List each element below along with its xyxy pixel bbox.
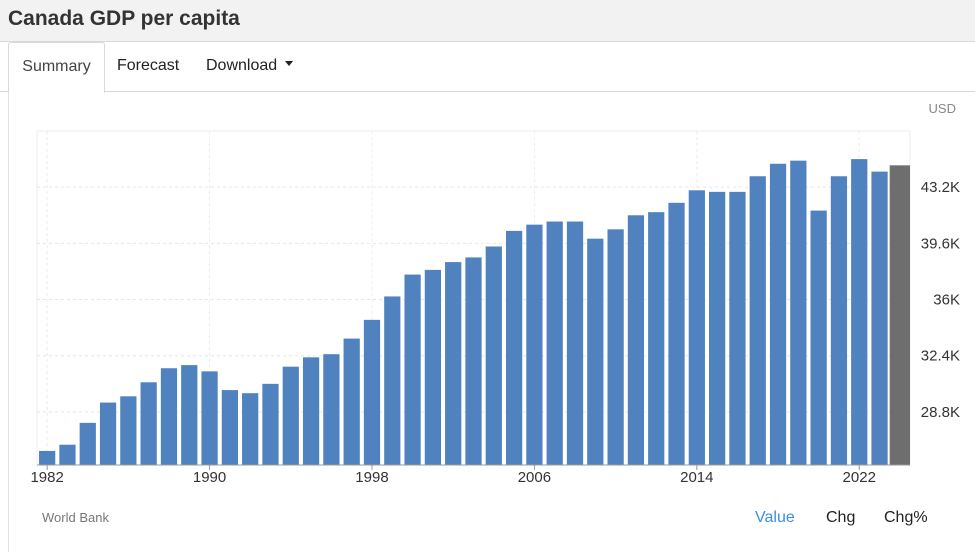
bar-1994[interactable] <box>282 366 299 465</box>
tab-download[interactable]: Download <box>206 42 294 92</box>
bar-2009[interactable] <box>587 238 604 465</box>
unit-label: USD <box>929 101 956 116</box>
chg-percent-option[interactable]: Chg% <box>884 509 928 526</box>
y-tick-label: 36K <box>933 292 960 309</box>
bar-2011[interactable] <box>627 215 645 465</box>
bar-1999[interactable] <box>384 296 401 465</box>
y-tick-label: 32.4K <box>921 348 960 365</box>
tab-bar: Summary Forecast Download <box>0 42 975 93</box>
bar-2004[interactable] <box>485 246 502 465</box>
bar-1992[interactable] <box>242 393 259 465</box>
bar-2007[interactable] <box>546 221 563 465</box>
bar-2000[interactable] <box>404 274 421 465</box>
bar-1984[interactable] <box>79 422 96 465</box>
bar-1995[interactable] <box>302 357 320 465</box>
bar-2003[interactable] <box>465 257 482 465</box>
bar-2010[interactable] <box>607 229 624 465</box>
bar-2006[interactable] <box>526 224 543 465</box>
x-tick-label: 2014 <box>680 469 713 486</box>
bar-2019[interactable] <box>790 160 807 465</box>
bar-2017[interactable] <box>749 176 766 465</box>
tab-forecast-label: Forecast <box>117 57 180 74</box>
value-option[interactable]: Value <box>755 509 795 526</box>
bar-2018[interactable] <box>769 163 787 465</box>
bar-2021[interactable] <box>830 176 848 465</box>
bar-1982[interactable] <box>39 450 56 465</box>
bar-1986[interactable] <box>120 396 137 465</box>
tab-download-label: Download <box>206 57 278 74</box>
bar-2008[interactable] <box>566 221 584 465</box>
bar-1990[interactable] <box>201 371 218 465</box>
bar-1998[interactable] <box>363 319 381 465</box>
chevron-down-icon <box>285 61 294 67</box>
bar-2001[interactable] <box>424 269 442 465</box>
bar-1996[interactable] <box>323 354 340 465</box>
x-tick-label: 1998 <box>355 469 388 486</box>
bar-2013[interactable] <box>668 202 685 466</box>
bar-1985[interactable] <box>99 402 117 465</box>
bar-2014[interactable] <box>688 190 705 465</box>
bar-2002[interactable] <box>445 262 462 465</box>
page-title: Canada GDP per capita <box>8 7 240 30</box>
bar-2012[interactable] <box>648 212 665 465</box>
bar-1983[interactable] <box>59 444 76 465</box>
bar-2024[interactable] <box>889 165 910 466</box>
bar-1988[interactable] <box>160 368 178 465</box>
tab-summary-label: Summary <box>22 58 91 75</box>
title-bar: Canada GDP per capita <box>0 0 975 42</box>
source-label: World Bank <box>42 510 109 525</box>
x-tick-label: 1982 <box>30 469 63 486</box>
bars <box>39 159 910 466</box>
bar-1991[interactable] <box>221 390 238 465</box>
x-tick-label: 2006 <box>518 469 551 486</box>
bar-1993[interactable] <box>262 383 279 465</box>
x-axis-ticks: 1982 1990 1998 2006 2014 2022 <box>30 465 876 486</box>
x-tick-label: 1990 <box>193 469 226 486</box>
bar-2022[interactable] <box>851 159 868 466</box>
y-tick-label: 39.6K <box>921 235 960 252</box>
y-tick-label: 28.8K <box>921 404 960 421</box>
bar-1987[interactable] <box>140 382 157 465</box>
bar-2005[interactable] <box>505 230 523 465</box>
bar-1989[interactable] <box>181 365 198 465</box>
y-axis-ticks: 28.8K 32.4K 36K 39.6K 43.2K <box>921 179 960 421</box>
chg-option[interactable]: Chg <box>826 509 856 526</box>
panel-border <box>8 92 9 552</box>
bar-2020[interactable] <box>810 210 827 465</box>
x-tick-label: 2022 <box>843 469 876 486</box>
tab-summary[interactable]: Summary <box>8 42 105 93</box>
tab-bar-divider <box>0 91 975 92</box>
bar-2023[interactable] <box>871 171 888 465</box>
bar-1997[interactable] <box>343 338 360 465</box>
y-tick-label: 43.2K <box>921 179 960 196</box>
bar-2016[interactable] <box>729 191 746 466</box>
bar-2015[interactable] <box>709 191 726 466</box>
tab-forecast[interactable]: Forecast <box>117 42 179 92</box>
